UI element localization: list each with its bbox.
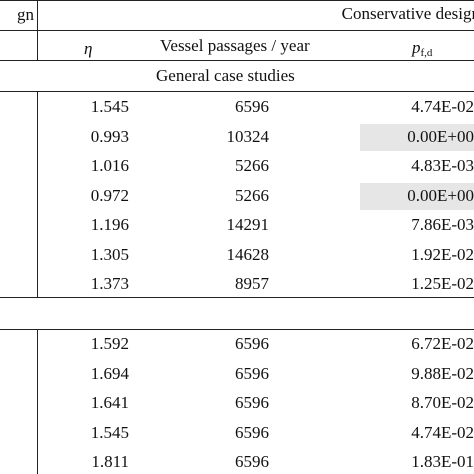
section-title: General case studies bbox=[156, 66, 295, 85]
eta-cell: 1.694 bbox=[90, 363, 129, 383]
pf-highlight bbox=[360, 182, 474, 210]
column-header-pf: pf,d bbox=[412, 37, 432, 64]
group-header-rule bbox=[0, 30, 474, 31]
top-border bbox=[0, 0, 474, 1]
pf-cell: 7.86E-03 bbox=[411, 215, 474, 234]
section-title-rule bbox=[0, 91, 474, 92]
pf-cell: 4.83E-03 bbox=[411, 156, 474, 175]
left-column-divider-group1 bbox=[37, 91, 38, 297]
left-column-divider-group2 bbox=[37, 329, 38, 474]
pf-highlight bbox=[360, 123, 474, 151]
pf-cell: 1.25E-02 bbox=[411, 274, 474, 293]
pf-symbol: p bbox=[412, 38, 421, 57]
vessel-passages-cell: 6596 bbox=[235, 393, 269, 412]
pf-cell: 6.72E-02 bbox=[411, 334, 474, 353]
eta-cell: 0.993 bbox=[90, 126, 129, 146]
pf-cell: 4.74E-02 bbox=[411, 97, 474, 116]
pf-cell: 4.74E-02 bbox=[411, 422, 474, 442]
pf-cell: 0.00E+00 bbox=[407, 126, 474, 146]
pf-cell: 9.88E-02 bbox=[411, 363, 474, 383]
vessel-passages-cell: 14291 bbox=[226, 215, 270, 234]
eta-cell: 1.016 bbox=[90, 156, 129, 175]
eta-cell: 1.373 bbox=[90, 274, 129, 293]
vessel-passages-cell: 14628 bbox=[226, 244, 270, 264]
pf-cell: 1.83E-01 bbox=[411, 452, 474, 471]
eta-cell: 1.641 bbox=[90, 393, 129, 412]
group2-top-rule bbox=[0, 329, 474, 330]
eta-cell: 1.592 bbox=[90, 334, 129, 353]
vessel-passages-cell: 5266 bbox=[235, 185, 269, 205]
column-header-rule bbox=[0, 60, 474, 61]
vessel-passages-cell: 6596 bbox=[235, 452, 269, 471]
vessel-passages-cell: 6596 bbox=[235, 422, 269, 442]
vessel-passages-cell: 6596 bbox=[235, 334, 269, 353]
eta-cell: 1.196 bbox=[90, 215, 129, 234]
eta-cell: 1.545 bbox=[90, 422, 129, 442]
left-column-divider bbox=[37, 0, 38, 60]
eta-cell: 1.811 bbox=[91, 452, 129, 471]
eta-cell: 0.972 bbox=[90, 185, 129, 205]
vessel-passages-cell: 10324 bbox=[226, 126, 270, 146]
vessel-passages-cell: 6596 bbox=[235, 363, 269, 383]
vessel-passages-cell: 5266 bbox=[235, 156, 269, 175]
pf-cell: 8.70E-02 bbox=[411, 393, 474, 412]
group1-bottom-rule bbox=[0, 297, 474, 298]
left-header-fragment: gn bbox=[17, 5, 34, 24]
column-header-vessel-passages: Vessel passages / year bbox=[160, 36, 310, 55]
group-header: Conservative design bbox=[341, 4, 474, 23]
vessel-passages-cell: 8957 bbox=[235, 274, 269, 293]
eta-cell: 1.305 bbox=[90, 244, 129, 264]
column-header-eta: η bbox=[84, 39, 93, 58]
pf-subscript: f,d bbox=[420, 47, 433, 59]
pf-cell: 0.00E+00 bbox=[407, 185, 474, 205]
pf-cell: 1.92E-02 bbox=[411, 244, 474, 264]
eta-cell: 1.545 bbox=[90, 97, 129, 116]
vessel-passages-cell: 6596 bbox=[235, 97, 269, 116]
